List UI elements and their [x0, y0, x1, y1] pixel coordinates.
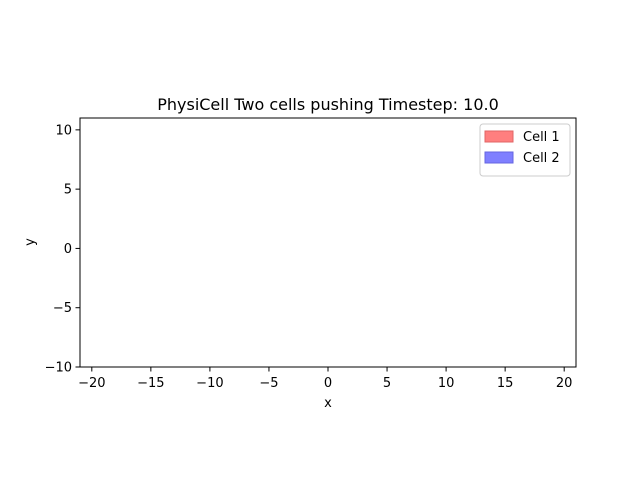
y-axis: −10 −5 0 5 10 — [45, 123, 80, 376]
y-tick-label: −5 — [53, 301, 72, 316]
legend-swatch-1 — [484, 130, 514, 143]
legend: Cell 1 Cell 2 — [479, 123, 571, 177]
y-axis-label: y — [23, 238, 38, 246]
y-tick-label: 10 — [55, 123, 72, 138]
x-tick-label: −15 — [137, 376, 164, 391]
x-tick-label: −10 — [196, 376, 223, 391]
legend-label-1: Cell 1 — [523, 130, 560, 145]
x-tick-label: 20 — [556, 376, 573, 391]
y-tick-label: 0 — [64, 242, 72, 257]
chart-title: PhysiCell Two cells pushing Timestep: 10… — [157, 95, 499, 114]
x-tick-label: −5 — [259, 376, 278, 391]
x-tick-label: 0 — [324, 376, 332, 391]
x-axis-label: x — [324, 396, 332, 411]
x-tick-label: 15 — [497, 376, 514, 391]
x-tick-label: −20 — [78, 376, 105, 391]
x-axis: −20 −15 −10 −5 0 5 10 15 20 — [78, 367, 572, 391]
y-tick-label: −10 — [45, 361, 72, 376]
legend-swatch-2 — [484, 151, 514, 164]
legend-label-2: Cell 2 — [523, 151, 560, 166]
x-tick-label: 5 — [383, 376, 391, 391]
y-tick-label: 5 — [64, 183, 72, 198]
x-tick-label: 10 — [438, 376, 455, 391]
